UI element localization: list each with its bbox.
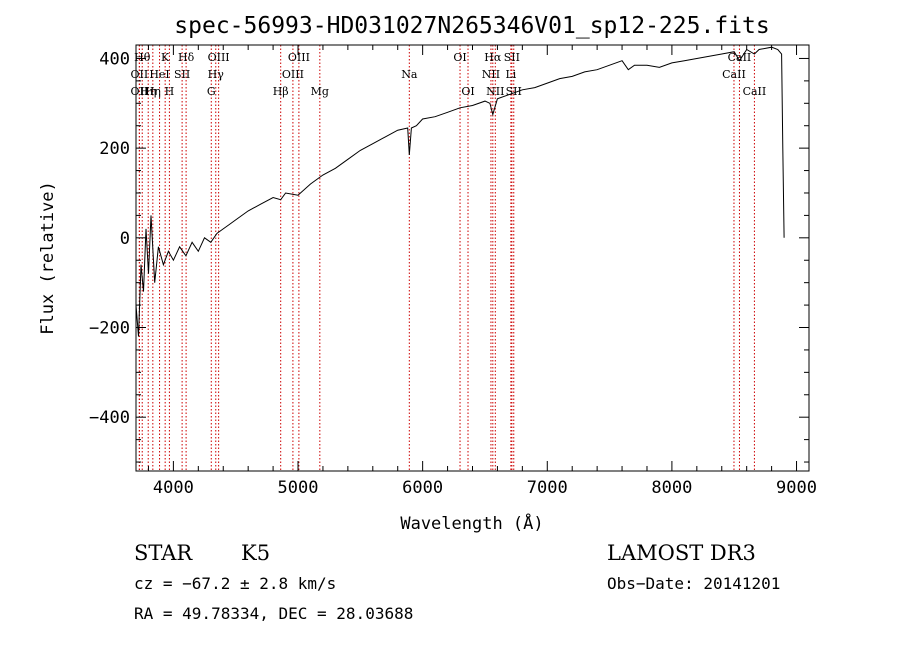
line-marker-label: OIII — [288, 51, 310, 64]
line-marker-label: Hβ — [273, 85, 289, 98]
y-tick-label: −200 — [89, 319, 130, 339]
line-marker-label: K — [161, 51, 170, 64]
line-marker-label: HeI — [149, 68, 169, 81]
line-marker-label: OII — [131, 85, 149, 98]
chart-title: spec-56993-HD031027N265346V01_sp12-225.f… — [174, 13, 769, 39]
line-marker-label: OI — [453, 51, 466, 64]
line-marker-label: NII — [482, 68, 500, 81]
line-marker-label: CaII — [728, 51, 752, 64]
line-marker-label: CaII — [743, 85, 767, 98]
line-marker-label: OII — [131, 68, 149, 81]
y-axis-label: Flux (relative) — [38, 181, 58, 335]
observation-date: Obs−Date: 20141201 — [607, 574, 780, 593]
line-marker-label: Mg — [311, 85, 329, 98]
y-tick-label: 400 — [99, 49, 130, 69]
object-subclass: K5 — [241, 541, 270, 565]
plot-frame — [135, 44, 810, 472]
coordinates: RA = 49.78334, DEC = 28.03688 — [134, 604, 413, 623]
line-markers — [138, 45, 755, 471]
redshift-cz: cz = −67.2 ± 2.8 km/s — [134, 574, 336, 593]
x-tick-label: 6000 — [402, 478, 443, 498]
line-marker-label: Hη — [145, 85, 161, 98]
x-axis-label: Wavelength (Å) — [400, 512, 543, 534]
line-marker-label: Hα — [484, 51, 502, 64]
line-marker-label: Hθ — [134, 51, 151, 64]
line-marker-label: OI — [461, 85, 474, 98]
line-marker-labels: HθOIIOIIHηHηHeIKHSIIHδGHγOIIIHβOIIIOIIIM… — [131, 51, 767, 98]
survey-name: LAMOST DR3 — [607, 541, 756, 565]
line-marker-label: Hγ — [208, 68, 225, 81]
spectrum-line — [135, 46, 785, 337]
line-marker-label: Hη — [140, 85, 156, 98]
line-marker-label: CaII — [722, 68, 746, 81]
line-marker-label: Hδ — [178, 51, 195, 64]
x-tick-label: 7000 — [527, 478, 568, 498]
line-marker-label: H — [165, 85, 175, 98]
x-tick-label: 8000 — [651, 478, 692, 498]
y-tick-label: 200 — [99, 139, 130, 159]
x-tick-label: 4000 — [153, 478, 194, 498]
line-marker-label: G — [207, 85, 216, 98]
object-class: STAR — [134, 541, 193, 565]
line-marker-label: NII — [486, 85, 504, 98]
y-axis: −400 −200 0 200 400 — [89, 49, 809, 463]
y-tick-label: 0 — [120, 229, 130, 249]
line-marker-label: OIII — [282, 68, 304, 81]
x-tick-label: 9000 — [776, 478, 817, 498]
x-tick-label: 5000 — [278, 478, 319, 498]
y-tick-label: −400 — [89, 408, 130, 428]
line-marker-label: SII — [506, 85, 522, 98]
line-marker-label: Li — [505, 68, 516, 81]
line-marker-label: SII — [174, 68, 190, 81]
x-axis: 4000 5000 6000 7000 8000 9000 — [147, 45, 817, 498]
line-marker-label: SII — [504, 51, 520, 64]
line-marker-label: OIII — [208, 51, 230, 64]
line-marker-label: Na — [401, 68, 418, 81]
